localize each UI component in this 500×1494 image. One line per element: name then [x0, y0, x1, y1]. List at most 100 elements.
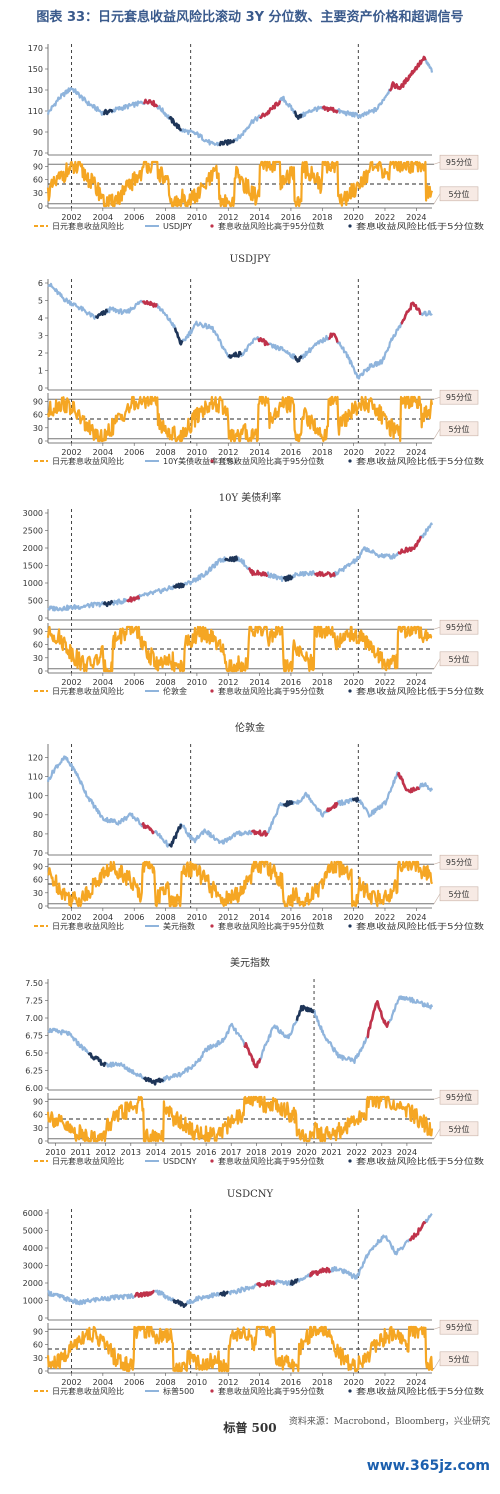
price-tick-label: 6.25 — [25, 1067, 43, 1076]
year-tick-label: 2024 — [406, 678, 426, 687]
low-signal-segment — [94, 308, 109, 319]
price-tick-label: 1 — [38, 367, 43, 376]
band-label-leader — [433, 161, 441, 165]
year-tick-label: 2010 — [187, 448, 207, 457]
legend-label-high: 套息收益风险比高于95分位数 — [218, 1156, 324, 1166]
year-tick-label: 2022 — [347, 1148, 367, 1157]
price-tick-label: 0 — [38, 1314, 43, 1323]
ratio-tick-label: 30 — [33, 424, 43, 433]
band-label-95: 95分位 — [446, 392, 472, 402]
ratio-tick-label: 90 — [33, 1327, 43, 1336]
legend-label-low: 套息收益风险比低于5分位数 — [356, 921, 484, 931]
year-tick-label: 2004 — [93, 213, 113, 222]
band-label-box — [439, 421, 479, 437]
legend-swatch-high — [210, 924, 214, 928]
year-tick-label: 2024 — [397, 1148, 417, 1157]
price-tick-label: 1000 — [23, 1297, 43, 1306]
ratio-tick-label: 60 — [33, 876, 43, 885]
band-label-95: 95分位 — [446, 857, 472, 867]
chart-svg: 3000 2500 2000 1500 1000 500 0 90 60 30 0 95分位 5分位 20… — [23, 509, 484, 696]
legend-label-ratio: 日元套息收益风险比 — [52, 686, 124, 696]
price-tick-label: 100 — [28, 792, 43, 801]
legend-label-high: 套息收益风险比高于95分位数 — [218, 456, 324, 466]
low-signal-segment — [168, 115, 183, 132]
price-tick-label: 70 — [33, 149, 43, 158]
price-series-line — [47, 522, 433, 612]
year-tick-label: 2016 — [281, 213, 301, 222]
legend-swatch-low — [348, 459, 352, 463]
price-tick-label: 7.00 — [25, 1014, 43, 1023]
band-label-5: 5分位 — [448, 889, 469, 899]
low-signal-segment — [172, 582, 186, 589]
legend-label-low: 套息收益风险比低于5分位数 — [356, 1156, 484, 1166]
year-tick-label: 2008 — [155, 1378, 175, 1387]
year-tick-label: 2008 — [155, 213, 175, 222]
high-signal-segment — [325, 801, 339, 813]
legend-label-ratio: 日元套息收益风险比 — [52, 221, 124, 231]
ratio-tick-label: 30 — [33, 1124, 43, 1133]
year-tick-label: 2010 — [45, 1148, 65, 1157]
band-label-leader — [433, 861, 441, 865]
year-tick-label: 2012 — [218, 913, 238, 922]
ratio-tick-label: 0 — [38, 1137, 43, 1146]
ratio-tick-label: 0 — [38, 437, 43, 446]
panel-caption: 10Y 美债利率 — [218, 493, 282, 504]
price-tick-label: 120 — [28, 754, 43, 763]
year-tick-label: 2004 — [93, 678, 113, 687]
low-signal-segment — [218, 139, 236, 147]
year-tick-label: 2024 — [406, 448, 426, 457]
price-tick-label: 2 — [38, 349, 43, 358]
band-label-box — [439, 1089, 479, 1105]
band-label-leader — [433, 1128, 441, 1139]
year-tick-label: 2020 — [343, 913, 363, 922]
year-tick-label: 2022 — [375, 678, 395, 687]
price-tick-label: 6000 — [23, 1209, 43, 1218]
low-signal-segment — [172, 1299, 188, 1308]
band-label-leader — [433, 658, 441, 669]
chart-panel: 6000 5000 4000 3000 2000 1000 0 90 60 30 0 95分位 5分位 2… — [0, 1205, 500, 1435]
legend-label-price: 伦敦金 — [163, 686, 187, 696]
panel-caption: USDCNY — [226, 1189, 274, 1200]
year-tick-label: 2010 — [187, 213, 207, 222]
price-tick-label: 80 — [33, 830, 43, 839]
year-tick-label: 2006 — [124, 448, 144, 457]
ratio-tick-label: 0 — [38, 1367, 43, 1376]
legend-label-ratio: 日元套息收益风险比 — [52, 456, 124, 466]
year-tick-label: 2014 — [249, 678, 269, 687]
chart-svg: 6 5 4 3 2 1 0 90 60 30 0 95分位 5分位 2002 2004 2006 2008 201… — [33, 279, 484, 466]
band-label-95: 95分位 — [446, 622, 472, 632]
year-tick-label: 2010 — [187, 913, 207, 922]
price-series-line — [47, 1212, 433, 1308]
low-signal-segment — [351, 796, 360, 803]
source-note: 资料来源：Macrobond，Bloomberg，兴业研究 — [288, 1417, 490, 1427]
high-signal-segment — [314, 570, 336, 578]
legend-swatch-high — [210, 689, 214, 693]
high-signal-segment — [255, 1279, 276, 1288]
price-tick-label: 150 — [28, 65, 43, 74]
price-tick-label: 6.75 — [25, 1032, 43, 1041]
band-label-5: 5分位 — [448, 654, 469, 664]
band-label-leader — [433, 626, 441, 630]
legend-swatch-low — [348, 689, 352, 693]
high-signal-segment — [327, 332, 339, 343]
low-signal-segment — [142, 1076, 165, 1086]
band-label-5: 5分位 — [448, 424, 469, 434]
high-signal-segment — [258, 100, 282, 119]
ratio-series-line — [46, 1325, 434, 1373]
year-tick-label: 2017 — [221, 1148, 241, 1157]
price-tick-label: 6.00 — [25, 1084, 43, 1093]
ratio-tick-label: 90 — [33, 397, 43, 406]
year-tick-label: 2008 — [155, 448, 175, 457]
legend-label-price: 标普500 — [163, 1386, 194, 1396]
year-tick-label: 2014 — [249, 213, 269, 222]
year-tick-label: 2024 — [406, 1378, 426, 1387]
legend-label-high: 套息收益风险比高于95分位数 — [218, 1386, 324, 1396]
year-tick-label: 2022 — [375, 448, 395, 457]
band-label-box — [439, 1319, 479, 1335]
high-signal-segment — [141, 822, 155, 835]
year-tick-label: 2018 — [312, 1378, 332, 1387]
legend-swatch-low — [348, 224, 352, 228]
ratio-tick-label: 0 — [38, 202, 43, 211]
panel-caption: 标普 500 — [223, 1421, 277, 1435]
